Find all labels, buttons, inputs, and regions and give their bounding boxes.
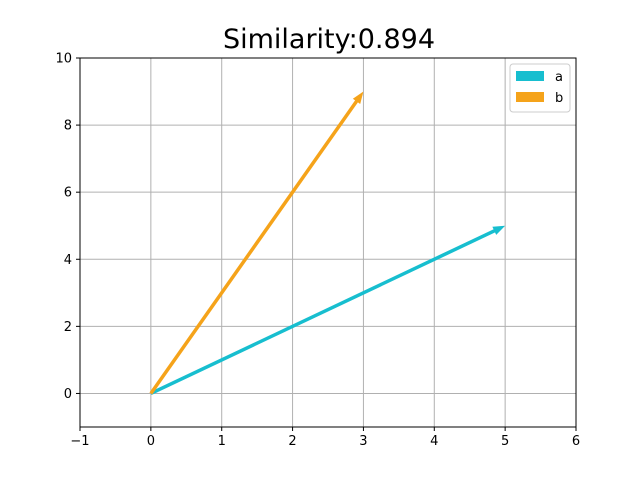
y-tick-label: 2 (64, 320, 72, 335)
axis-ticks: −1 0 1 2 3 4 5 6 0 2 4 6 8 10 (55, 52, 580, 450)
x-tick-label: 0 (147, 434, 155, 449)
vector-b-arrowhead (352, 91, 364, 104)
vector-layer (149, 91, 506, 396)
x-tick-label: 4 (430, 434, 438, 449)
y-tick-label: 0 (64, 387, 72, 402)
legend-swatch-b (516, 92, 544, 102)
x-tick-label: −1 (70, 434, 89, 449)
x-tick-label: 2 (288, 434, 296, 449)
y-tick-label: 6 (64, 186, 72, 201)
x-tick-label: 6 (572, 434, 580, 449)
legend-label-a: a (555, 70, 563, 85)
legend-label-b: b (555, 91, 563, 106)
vector-b (149, 91, 364, 395)
x-tick-label: 3 (359, 434, 367, 449)
legend: ab (509, 63, 571, 113)
y-tick-label: 8 (64, 119, 72, 134)
y-tick-label: 10 (55, 52, 72, 67)
x-tick-label: 5 (501, 434, 509, 449)
legend-swatch-a (516, 71, 544, 81)
vector-b-shaft (149, 99, 359, 395)
x-tick-label: 1 (218, 434, 226, 449)
plot-frame (79, 57, 577, 428)
chart-title: Similarity:0.894 (223, 24, 435, 55)
vector-a-shaft (150, 228, 496, 396)
vector-a-arrowhead (492, 225, 506, 235)
vector-a (150, 225, 506, 396)
y-tick-label: 4 (64, 253, 72, 268)
